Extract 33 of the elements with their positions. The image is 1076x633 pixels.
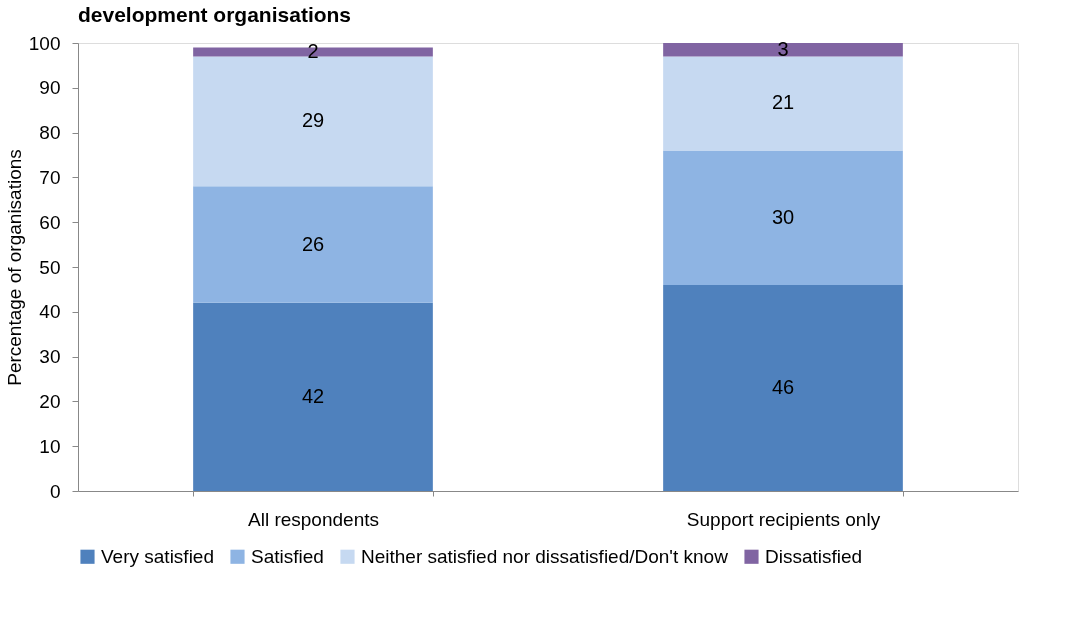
data-label: 26 xyxy=(301,232,325,255)
y-tick-label: 100 xyxy=(28,32,61,54)
bar xyxy=(663,284,903,491)
y-tick-label: 0 xyxy=(49,480,61,502)
y-tick-label: 70 xyxy=(39,166,61,188)
legend-label: Satisfied xyxy=(251,545,324,567)
data-label: 29 xyxy=(301,109,325,132)
bar xyxy=(193,186,433,303)
y-axis-title: Percentage of organisations xyxy=(3,149,25,386)
legend-label: Neither satisfied nor dissatisfied/Don't know xyxy=(361,545,729,567)
y-tick-label: 90 xyxy=(39,77,61,99)
bar xyxy=(663,56,903,151)
bar xyxy=(663,150,903,285)
x-tick-label: All respondents xyxy=(248,508,379,530)
legend-label: Very satisfied xyxy=(101,545,214,567)
y-tick-label: 40 xyxy=(39,301,61,323)
data-label: 30 xyxy=(771,205,795,228)
y-tick-label: 30 xyxy=(39,346,61,368)
y-tick-label: 20 xyxy=(39,390,61,412)
y-tick-label: 80 xyxy=(39,122,61,144)
x-tick-label: Support recipients only xyxy=(686,508,881,530)
y-tick-label: 50 xyxy=(39,256,61,278)
bar xyxy=(193,56,433,187)
y-tick-label: 10 xyxy=(39,435,61,457)
data-label: 42 xyxy=(301,384,325,407)
data-label: 3 xyxy=(777,37,789,60)
data-label: 21 xyxy=(771,91,795,114)
data-label: 46 xyxy=(771,375,795,398)
bar xyxy=(193,302,433,491)
chart-title: development organisations xyxy=(78,3,352,26)
bar xyxy=(663,43,903,57)
legend-label: Dissatisfied xyxy=(765,545,863,567)
y-tick-label: 60 xyxy=(39,211,61,233)
